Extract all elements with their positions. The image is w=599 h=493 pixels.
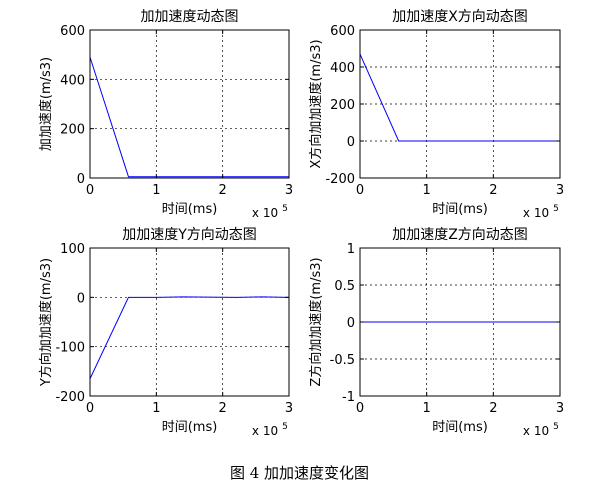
y-tick-label: 0 [77,291,85,306]
x-axis-label: 时间(ms) [162,202,218,217]
x-tick-label: 1 [423,183,431,198]
y-tick-label: 200 [330,98,355,113]
y-axis-label: Z方向加加速度(m/s3) [308,257,324,386]
y-axis-label: Y方向加加速度(m/s3) [38,258,54,387]
y-tick-label: 600 [330,24,355,39]
x-tick-label: 2 [219,183,227,198]
x-exponent-label: x 10 [252,206,278,220]
x-axis-label: 时间(ms) [162,420,218,435]
subplot-title: 加加速度X方向动态图 [392,9,528,25]
subplot-title: 加加速度Y方向动态图 [122,227,257,243]
x-tick-label: 3 [285,401,293,416]
y-tick-label: 0 [77,172,85,187]
x-exponent-power: 5 [282,422,288,432]
y-tick-label: 400 [60,73,85,88]
x-exponent-power: 5 [282,204,288,214]
series-line [359,53,560,142]
x-tick-label: 2 [489,401,497,416]
x-axis-label: 时间(ms) [432,202,488,217]
x-tick-label: 1 [152,401,160,416]
y-tick-label: 0.5 [334,279,355,294]
y-tick-label: 0 [347,135,355,150]
x-tick-label: 2 [489,183,497,198]
y-tick-label: -0.5 [330,353,355,368]
x-tick-label: 1 [152,183,160,198]
y-tick-label: -200 [325,172,355,187]
y-tick-label: -100 [55,341,85,356]
plot-frame [89,247,290,397]
y-tick-label: 100 [60,242,85,257]
x-exponent-power: 5 [553,204,559,214]
figure-caption: 图 4 加加速度变化图 [229,464,370,482]
x-tick-label: 0 [356,401,364,416]
x-tick-label: 0 [356,183,364,198]
x-exponent-power: 5 [553,422,559,432]
series-line [89,296,290,379]
x-tick-label: 2 [219,401,227,416]
y-tick-label: -1 [342,390,355,405]
x-exponent-label: x 10 [252,424,278,438]
subplot-2: 0 1 2 3-2000200400600加加速度X方向动态图时间(ms)X方向加加速… [308,9,564,220]
y-tick-label: -200 [55,390,85,405]
x-tick-label: 0 [86,183,94,198]
x-exponent-label: x 10 [523,424,549,438]
y-tick-label: 200 [60,123,85,138]
x-tick-label: 1 [423,401,431,416]
x-tick-label: 3 [285,183,293,198]
subplot-title: 加加速度动态图 [141,9,239,25]
y-tick-label: 600 [60,24,85,39]
x-tick-label: 0 [86,401,94,416]
subplot-title: 加加速度Z方向动态图 [392,227,528,243]
y-tick-label: 400 [330,61,355,76]
x-tick-label: 3 [556,401,564,416]
series-line [89,56,289,178]
plot-frame [89,29,290,179]
y-tick-label: 0 [347,316,355,331]
x-tick-label: 3 [556,183,564,198]
y-axis-label: X方向加加速度(m/s3) [308,39,324,168]
x-axis-label: 时间(ms) [432,420,488,435]
x-exponent-label: x 10 [523,206,549,220]
y-axis-label: 加加速度(m/s3) [38,57,54,151]
y-tick-label: 1 [347,242,355,257]
